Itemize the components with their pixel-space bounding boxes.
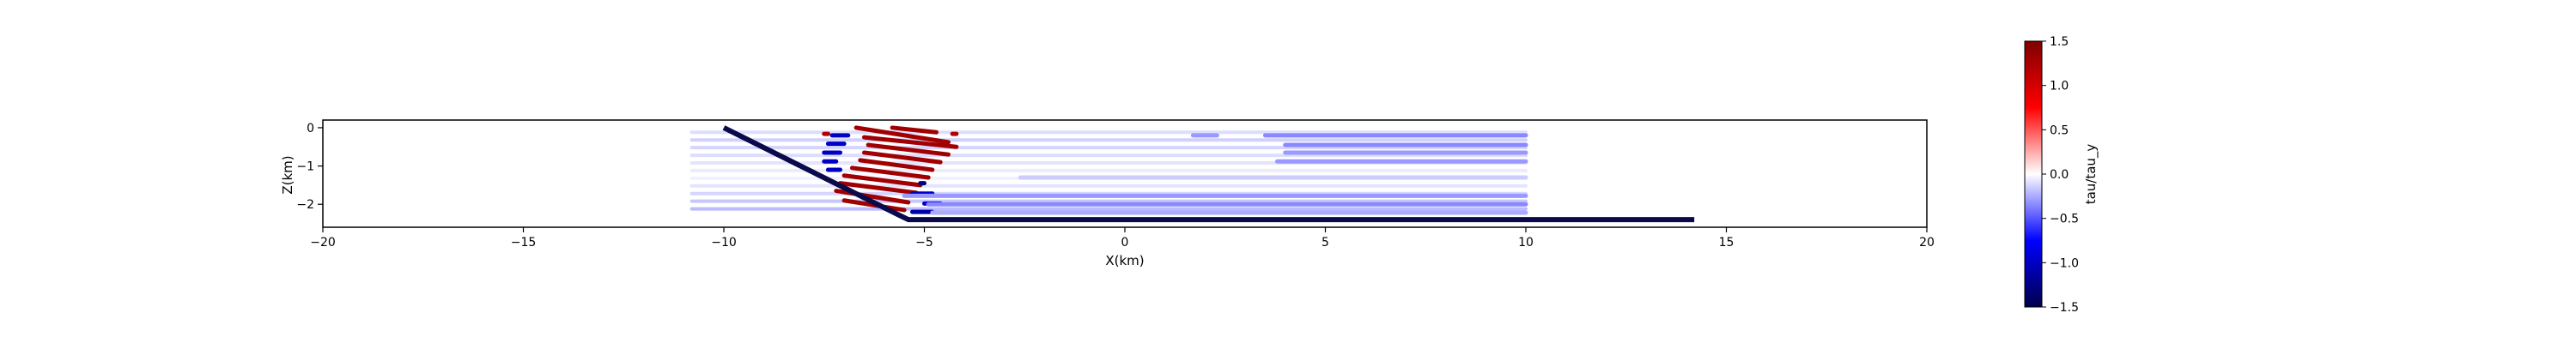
plot-area: −20 −15 −10 −5 0 5 10 15 20 0 −1 −2 X(km) Z(km) <box>280 119 1935 268</box>
x-tick-label: 10 <box>1518 236 1534 250</box>
stress-segment <box>849 165 931 180</box>
stress-segment <box>837 181 919 196</box>
x-tick-label: −5 <box>915 236 933 250</box>
stress-segment <box>841 173 923 188</box>
x-tick-label: −15 <box>511 236 537 250</box>
stress-segment <box>866 142 951 157</box>
y-tick-label: −2 <box>296 198 314 212</box>
stress-segment <box>858 158 935 172</box>
colorbar-tick-label: −1.0 <box>2050 256 2079 270</box>
fault-trace <box>722 125 1695 223</box>
stress-segment <box>854 125 951 145</box>
colorbar-tick-label: 0.0 <box>2050 168 2069 182</box>
stress-segment <box>861 150 943 165</box>
x-tick-label: 5 <box>1321 236 1329 250</box>
x-tick-label: −20 <box>310 236 336 250</box>
x-tick-label: −10 <box>711 236 737 250</box>
colorbar-ticks: 1.5 1.0 0.5 0.0 −0.5 −1.0 −1.5 <box>2042 35 2079 315</box>
x-axis-ticks: −20 −15 −10 −5 0 5 10 15 20 <box>310 227 1935 250</box>
stress-segment <box>890 125 939 135</box>
x-tick-label: 0 <box>1121 236 1129 250</box>
colorbar-tick-label: 1.5 <box>2050 35 2069 49</box>
y-axis-label: Z(km) <box>280 155 295 194</box>
colorbar-tick-label: −0.5 <box>2050 213 2079 226</box>
stress-segment <box>834 189 911 205</box>
colorbar-gradient <box>2024 40 2043 308</box>
colorbar-label: tau/tau_y <box>2083 144 2099 205</box>
stress-segments <box>822 125 1528 215</box>
x-tick-label: 15 <box>1719 236 1735 250</box>
colorbar-tick-label: 0.5 <box>2050 123 2069 137</box>
y-axis-ticks: 0 −1 −2 <box>296 122 323 212</box>
y-tick-label: −1 <box>296 160 314 174</box>
x-axis-label: X(km) <box>1105 253 1144 268</box>
y-tick-label: 0 <box>307 122 314 135</box>
x-tick-label: 20 <box>1919 236 1935 250</box>
colorbar-tick-label: 1.0 <box>2050 80 2069 93</box>
stress-segment <box>861 135 959 149</box>
colorbar: 1.5 1.0 0.5 0.0 −0.5 −1.0 −1.5 tau/tau_y <box>2024 35 2099 315</box>
colorbar-tick-label: −1.5 <box>2050 301 2079 315</box>
